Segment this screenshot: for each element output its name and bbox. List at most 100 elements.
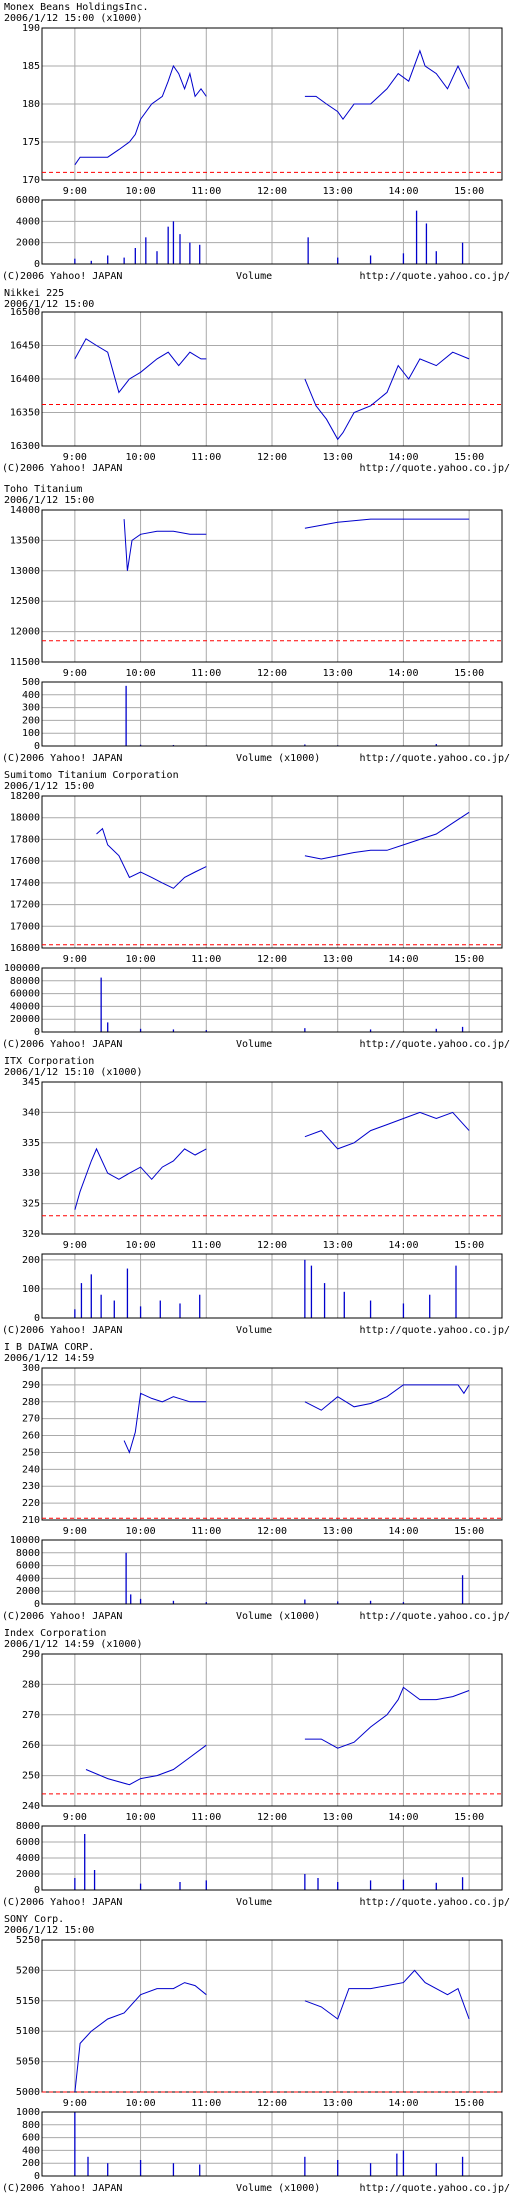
x-tick-label: 15:00 — [454, 668, 484, 679]
y-tick-label: 80000 — [10, 976, 40, 987]
x-tick-label: 10:00 — [126, 954, 156, 965]
x-tick-label: 11:00 — [191, 1812, 221, 1823]
y-tick-label: 5200 — [16, 1965, 40, 1976]
source-url: http://quote.yahoo.co.jp/ — [359, 1039, 510, 1050]
copyright: (C)2006 Yahoo! JAPAN — [2, 753, 122, 764]
copyright: (C)2006 Yahoo! JAPAN — [2, 463, 122, 474]
y-tick-label: 0 — [34, 1599, 40, 1610]
y-tick-label: 5250 — [16, 1935, 40, 1946]
y-tick-label: 800 — [22, 2120, 40, 2131]
x-tick-label: 14:00 — [388, 2098, 418, 2109]
x-tick-label: 12:00 — [257, 668, 287, 679]
panel-border — [41, 509, 503, 663]
y-tick-label: 270 — [22, 1414, 40, 1425]
y-tick-label: 8000 — [16, 1548, 40, 1559]
y-tick-label: 18200 — [10, 791, 40, 802]
x-tick-label: 10:00 — [126, 186, 156, 197]
x-tick-label: 9:00 — [63, 2098, 87, 2109]
y-tick-label: 500 — [22, 677, 40, 688]
y-tick-label: 345 — [22, 1077, 40, 1088]
x-tick-label: 12:00 — [257, 1526, 287, 1537]
x-tick-label: 15:00 — [454, 1240, 484, 1251]
price-line — [85, 1686, 470, 1786]
y-tick-label: 6000 — [16, 1837, 40, 1848]
x-tick-label: 10:00 — [126, 1526, 156, 1537]
x-tick-label: 15:00 — [454, 1526, 484, 1537]
y-tick-label: 325 — [22, 1199, 40, 1210]
y-tick-label: 400 — [22, 690, 40, 701]
x-tick-label: 10:00 — [126, 668, 156, 679]
y-tick-label: 100 — [22, 1284, 40, 1295]
copyright: (C)2006 Yahoo! JAPAN — [2, 2183, 122, 2194]
x-tick-label: 9:00 — [63, 1240, 87, 1251]
y-tick-label: 0 — [34, 2171, 40, 2182]
x-tick-label: 13:00 — [323, 1526, 353, 1537]
y-tick-label: 14000 — [10, 505, 40, 516]
y-tick-label: 18000 — [10, 813, 40, 824]
price-line — [123, 1384, 470, 1454]
x-tick-label: 12:00 — [257, 954, 287, 965]
copyright: (C)2006 Yahoo! JAPAN — [2, 1039, 122, 1050]
chart-subtitle: 2006/1/12 15:00 — [4, 495, 94, 506]
chart-subtitle: 2006/1/12 15:10 (x1000) — [4, 1067, 142, 1078]
y-tick-label: 250 — [22, 1447, 40, 1458]
y-tick-label: 335 — [22, 1138, 40, 1149]
chart-title: Nikkei 225 — [4, 288, 64, 299]
y-tick-label: 185 — [22, 61, 40, 72]
y-tick-label: 175 — [22, 137, 40, 148]
panel-border — [41, 199, 503, 265]
price-line — [74, 1111, 470, 1210]
x-tick-label: 11:00 — [191, 1526, 221, 1537]
volume-label: Volume (x1000) — [236, 1611, 320, 1622]
x-tick-label: 14:00 — [388, 186, 418, 197]
y-tick-label: 260 — [22, 1740, 40, 1751]
copyright: (C)2006 Yahoo! JAPAN — [2, 1325, 122, 1336]
x-tick-label: 9:00 — [63, 668, 87, 679]
x-tick-label: 9:00 — [63, 1526, 87, 1537]
y-tick-label: 11500 — [10, 657, 40, 668]
y-tick-label: 280 — [22, 1679, 40, 1690]
x-tick-label: 14:00 — [388, 668, 418, 679]
x-tick-label: 10:00 — [126, 1812, 156, 1823]
source-url: http://quote.yahoo.co.jp/ — [359, 1611, 510, 1622]
y-tick-label: 600 — [22, 2133, 40, 2144]
y-tick-label: 2000 — [16, 1869, 40, 1880]
x-tick-label: 10:00 — [126, 1240, 156, 1251]
source-url: http://quote.yahoo.co.jp/ — [359, 1325, 510, 1336]
y-tick-label: 0 — [34, 741, 40, 752]
y-tick-label: 300 — [22, 703, 40, 714]
x-tick-label: 13:00 — [323, 452, 353, 463]
panel-border — [41, 1081, 503, 1235]
chart-subtitle: 2006/1/12 14:59 (x1000) — [4, 1639, 142, 1650]
chart-subtitle: 2006/1/12 15:00 (x1000) — [4, 13, 142, 24]
y-tick-label: 0 — [34, 259, 40, 270]
x-tick-label: 15:00 — [454, 2098, 484, 2109]
y-tick-label: 0 — [34, 1885, 40, 1896]
y-tick-label: 5100 — [16, 2026, 40, 2037]
y-tick-label: 300 — [22, 1363, 40, 1374]
source-url: http://quote.yahoo.co.jp/ — [359, 2183, 510, 2194]
x-tick-label: 14:00 — [388, 1526, 418, 1537]
x-tick-label: 12:00 — [257, 452, 287, 463]
x-tick-label: 9:00 — [63, 452, 87, 463]
x-tick-label: 13:00 — [323, 954, 353, 965]
chart-title: SONY Corp. — [4, 1914, 64, 1925]
x-tick-label: 11:00 — [191, 452, 221, 463]
y-tick-label: 340 — [22, 1107, 40, 1118]
y-tick-label: 17800 — [10, 834, 40, 845]
copyright: (C)2006 Yahoo! JAPAN — [2, 1897, 122, 1908]
panel-border — [41, 1939, 503, 2093]
x-tick-label: 13:00 — [323, 1812, 353, 1823]
x-tick-label: 14:00 — [388, 1812, 418, 1823]
x-tick-label: 12:00 — [257, 1240, 287, 1251]
volume-label: Volume (x1000) — [236, 2183, 320, 2194]
y-tick-label: 12500 — [10, 596, 40, 607]
x-tick-label: 9:00 — [63, 954, 87, 965]
x-tick-label: 13:00 — [323, 1240, 353, 1251]
y-tick-label: 1000 — [16, 2107, 40, 2118]
x-tick-label: 13:00 — [323, 186, 353, 197]
copyright: (C)2006 Yahoo! JAPAN — [2, 271, 122, 282]
chart-title: Monex Beans HoldingsInc. — [4, 2, 149, 13]
price-line — [74, 49, 470, 166]
chart-title: Index Corporation — [4, 1628, 106, 1639]
